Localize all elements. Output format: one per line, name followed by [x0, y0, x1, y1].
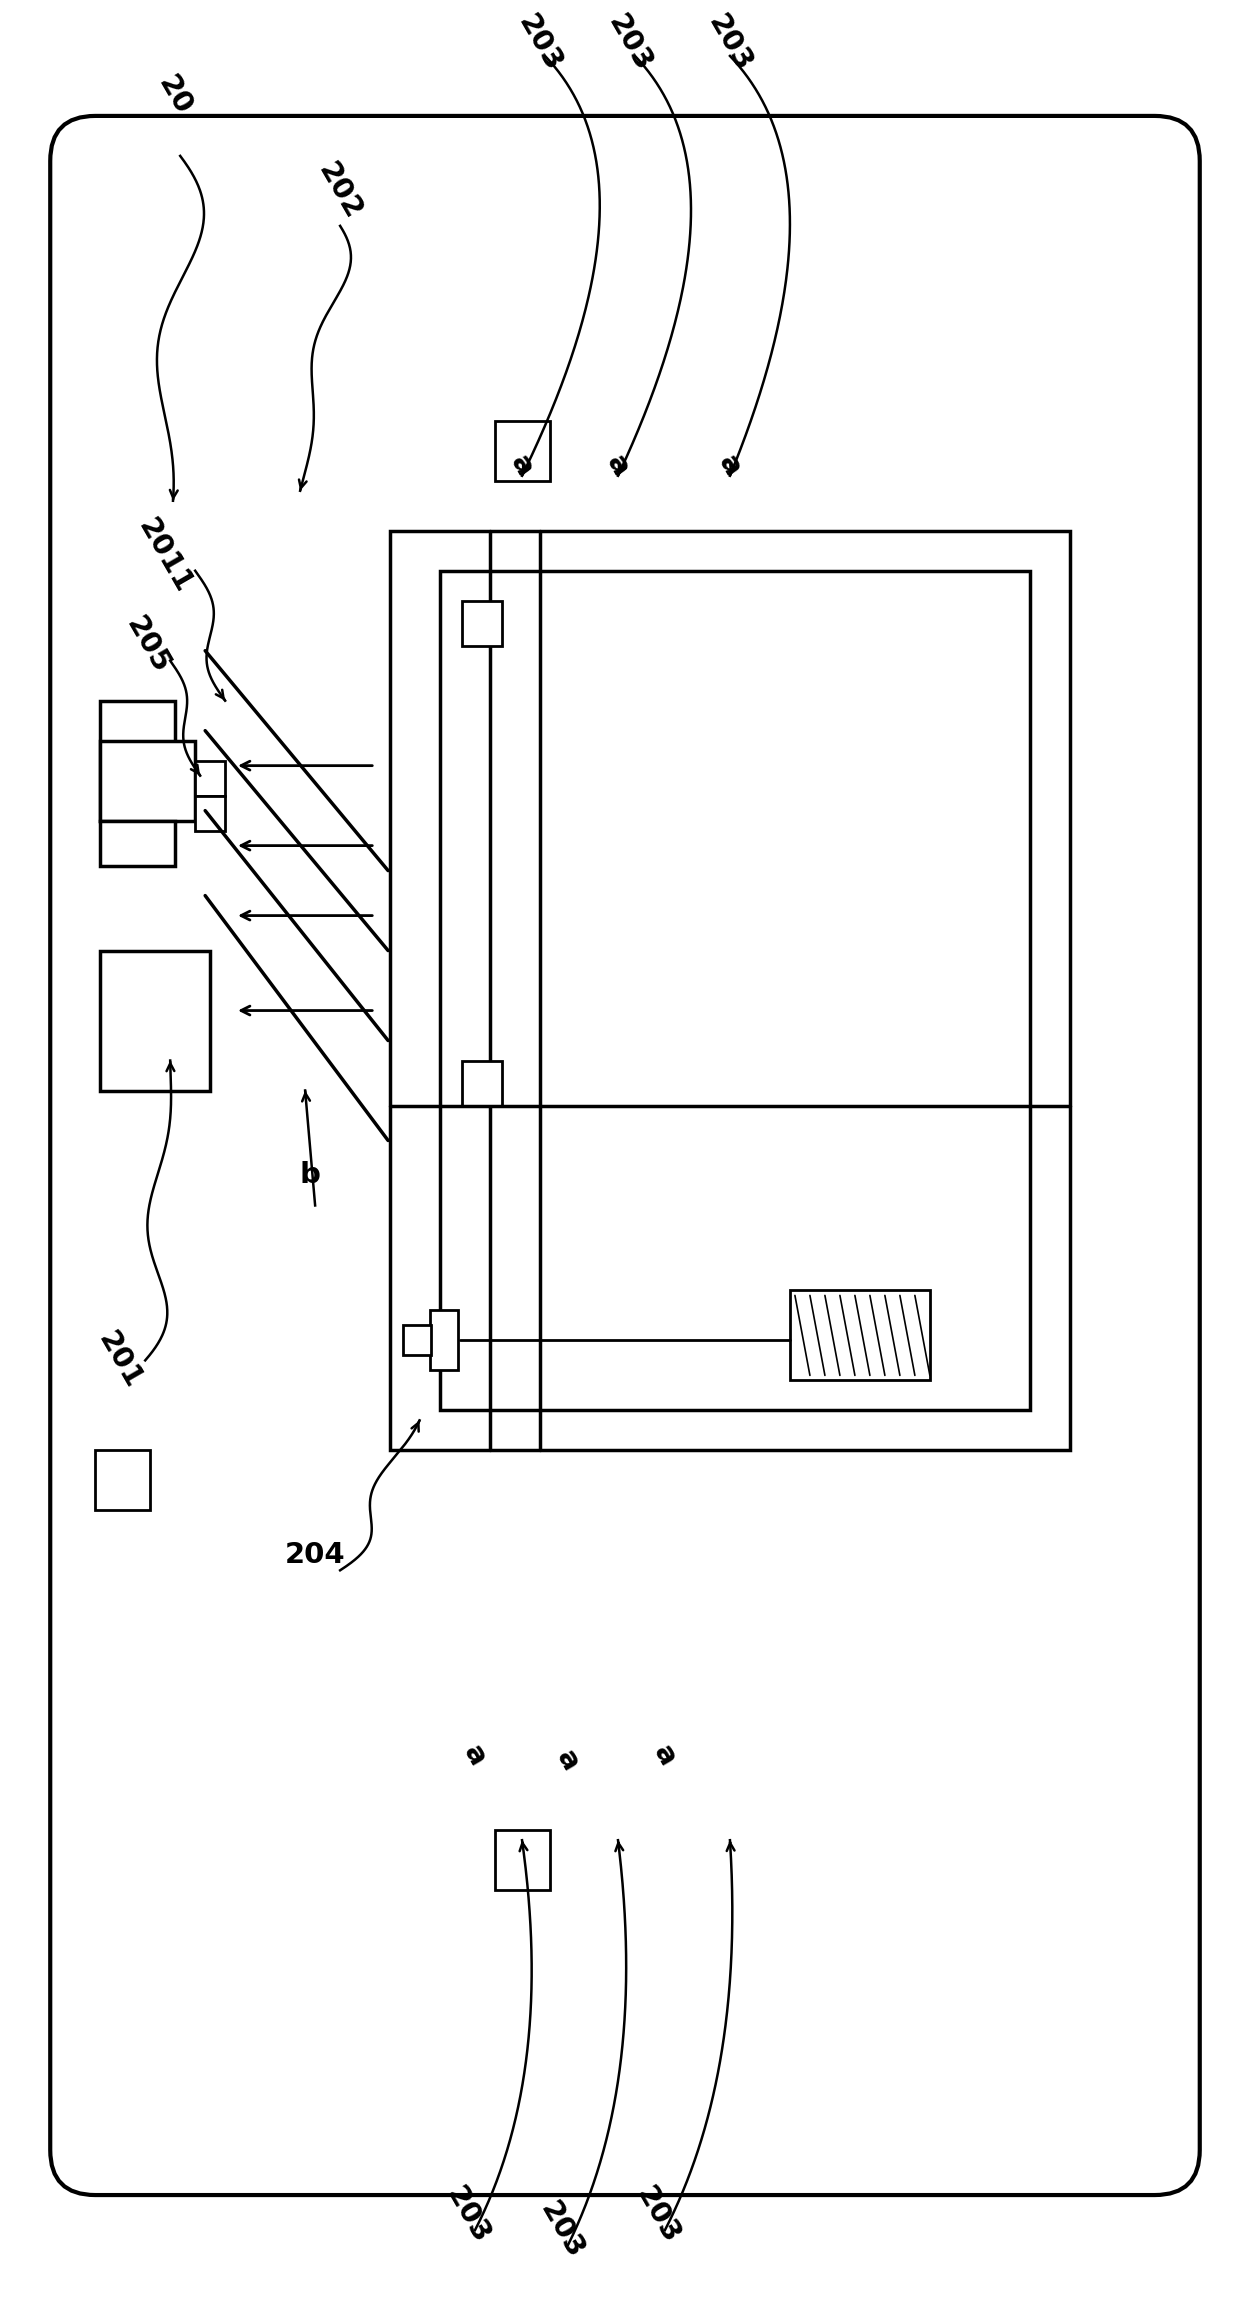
Text: 204: 204	[285, 1542, 346, 1569]
Bar	[100, 702, 175, 822]
Bar	[100, 951, 210, 1089]
Text: 203: 203	[512, 9, 568, 76]
Text: a: a	[505, 450, 539, 482]
Text: a: a	[458, 1740, 492, 1770]
Bar	[195, 796, 226, 831]
Text: 203: 203	[603, 9, 657, 76]
Text: b: b	[300, 1161, 321, 1189]
Bar	[463, 600, 502, 646]
Text: 203: 203	[534, 2197, 589, 2264]
Bar	[440, 570, 1030, 1410]
Text: 203: 203	[703, 9, 758, 76]
Text: 2011: 2011	[133, 515, 197, 598]
Text: 20: 20	[153, 72, 197, 120]
Text: 202: 202	[312, 157, 367, 224]
Bar	[95, 1449, 150, 1509]
Bar	[100, 822, 175, 866]
Bar	[495, 1830, 551, 1890]
Text: a: a	[601, 450, 635, 482]
Bar	[463, 1059, 502, 1106]
Bar	[495, 420, 551, 480]
Bar	[195, 762, 226, 796]
Text: a: a	[649, 1740, 682, 1770]
Text: 201: 201	[93, 1327, 148, 1394]
Text: a: a	[551, 1745, 585, 1775]
Bar	[403, 1325, 432, 1355]
Text: 205: 205	[122, 612, 175, 679]
Text: 203: 203	[631, 2181, 686, 2248]
FancyBboxPatch shape	[51, 115, 1200, 2195]
Text: a: a	[713, 450, 746, 482]
Bar	[100, 741, 195, 822]
Text: 203: 203	[440, 2181, 495, 2248]
Bar	[430, 1311, 458, 1371]
Bar	[391, 531, 1070, 1449]
Bar	[790, 1290, 930, 1380]
